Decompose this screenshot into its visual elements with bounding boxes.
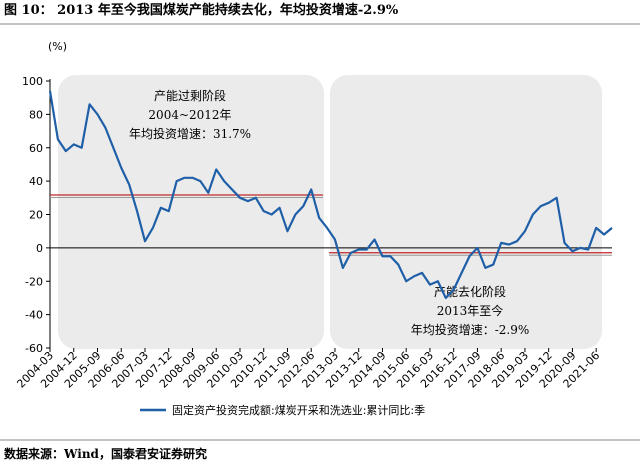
period-annotation: 产能去化阶段 xyxy=(434,284,506,299)
period-annotation: 2013年至今 xyxy=(437,303,504,318)
period-box xyxy=(330,75,602,349)
legend-label: 固定资产投资完成额:煤炭开采和洗选业:累计同比:季 xyxy=(172,403,425,417)
y-tick-label: -60 xyxy=(25,342,43,355)
period-box xyxy=(58,75,324,349)
y-tick-label: 80 xyxy=(29,108,43,121)
y-tick-label: -20 xyxy=(25,275,43,288)
source: 数据来源：Wind，国泰君安证券研究 xyxy=(4,446,207,461)
period-annotation: 产能过剩阶段 xyxy=(154,88,226,103)
y-tick-label: 0 xyxy=(36,242,43,255)
y-tick-label: 20 xyxy=(29,209,43,222)
y-tick-label: 60 xyxy=(29,142,43,155)
series-line xyxy=(48,90,613,300)
y-tick-label: 100 xyxy=(22,75,43,88)
y-tick-label: -40 xyxy=(25,309,43,322)
period-annotation: 年均投资增速：31.7% xyxy=(129,126,251,141)
period-annotation: 2004~2012年 xyxy=(148,108,231,122)
unit-label: (%) xyxy=(48,40,67,53)
period-annotation: 年均投资增速：-2.9% xyxy=(411,322,530,337)
y-tick-label: 40 xyxy=(29,175,43,188)
chart-title: 图 10： 2013 年至今我国煤炭产能持续去化，年均投资增速-2.9% xyxy=(4,2,399,18)
